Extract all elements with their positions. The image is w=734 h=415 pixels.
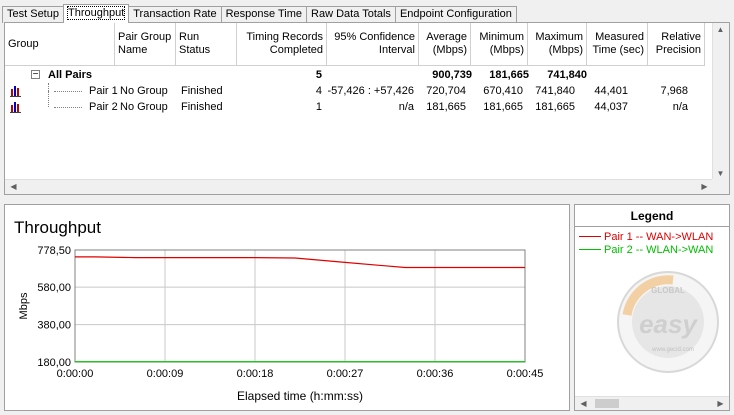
- pair-relative-precision: 7,968: [660, 85, 688, 97]
- table-row-all-pairs[interactable]: − All Pairs 5 900,739 181,665 741,840: [5, 67, 713, 83]
- pair-chart-icon: [10, 85, 22, 102]
- pair-group: No Group: [120, 101, 168, 113]
- legend-item-pair-1[interactable]: Pair 1 -- WAN->WLAN: [579, 230, 713, 243]
- tab-throughput[interactable]: Throughput: [62, 4, 130, 23]
- scroll-right-icon[interactable]: ▶: [701, 182, 708, 191]
- legend-label: Pair 2 -- WLAN->WAN: [604, 243, 714, 256]
- scroll-left-icon[interactable]: ◀: [580, 399, 587, 408]
- scroll-down-icon[interactable]: ▼: [716, 169, 725, 178]
- all-pairs-minimum: 181,665: [489, 69, 529, 81]
- table-vertical-scrollbar[interactable]: ▲ ▼: [712, 23, 729, 180]
- scrollbar-corner: [712, 179, 729, 194]
- pair-status: Finished: [181, 85, 223, 97]
- watermark-text-bottom: www.gecid.com: [651, 347, 694, 353]
- throughput-chart-panel: Throughput 778,50 580,00 380,00 180,00 0:00:0…: [4, 204, 570, 411]
- legend-item-pair-2[interactable]: Pair 2 -- WLAN->WAN: [579, 243, 713, 256]
- y-tick-label: 380,00: [37, 320, 71, 332]
- pair-timing-records: 1: [315, 101, 322, 113]
- legend-swatch: [579, 236, 601, 237]
- pair-confidence: -57,426 : +57,426: [327, 85, 414, 97]
- table-row[interactable]: Pair 2 No Group Finished 1 n/a 181,665 1…: [5, 91, 713, 118]
- scroll-left-icon[interactable]: ◀: [10, 182, 17, 191]
- tree-line: [54, 91, 82, 92]
- pair-average: 181,665: [426, 101, 466, 113]
- x-axis-label: Elapsed time (h:mm:ss): [237, 389, 363, 403]
- all-pairs-maximum: 741,840: [547, 69, 587, 81]
- pair-timing-records: 4: [315, 85, 322, 97]
- results-table: Group Pair Group Name Run Status Timing R…: [4, 22, 730, 195]
- pair-measured-time: 44,037: [594, 101, 628, 113]
- col-header-run-status[interactable]: Run Status: [176, 23, 237, 66]
- all-pairs-timing-records: 5: [315, 69, 322, 81]
- legend-label: Pair 1 -- WAN->WLAN: [604, 230, 714, 243]
- col-header-measured-time[interactable]: Measured Time (sec): [587, 23, 648, 66]
- pair-maximum: 741,840: [535, 85, 575, 97]
- tab-transaction-rate[interactable]: Transaction Rate: [128, 6, 222, 23]
- legend-horizontal-scrollbar[interactable]: ◀ ▶: [575, 396, 729, 410]
- y-tick-label: 580,00: [37, 282, 71, 294]
- y-axis-label: Mbps: [18, 292, 30, 319]
- scroll-up-icon[interactable]: ▲: [716, 25, 725, 34]
- pair-maximum: 181,665: [535, 101, 575, 113]
- pair-measured-time: 44,401: [594, 85, 628, 97]
- tree-line: [54, 107, 82, 108]
- throughput-chart: Throughput778,50580,00380,00180,000:00:0…: [14, 218, 544, 403]
- tab-raw-data-totals[interactable]: Raw Data Totals: [306, 6, 396, 23]
- watermark-text-top: GLOBAL: [651, 286, 685, 295]
- tree-line: [48, 91, 49, 107]
- pair-confidence: n/a: [398, 101, 414, 113]
- col-header-maximum[interactable]: Maximum (Mbps): [528, 23, 587, 66]
- pair-name: Pair 2: [89, 101, 118, 113]
- col-header-minimum[interactable]: Minimum (Mbps): [471, 23, 528, 66]
- pane-splitter[interactable]: [0, 195, 734, 204]
- gecid-watermark-logo: GLOBAL easy www.gecid.com: [617, 271, 719, 373]
- legend-panel: Legend Pair 1 -- WAN->WLAN Pair 2 -- WLA…: [574, 204, 730, 411]
- pair-minimum: 670,410: [483, 85, 523, 97]
- tab-bar: Test Setup Throughput Transaction Rate R…: [2, 4, 517, 23]
- table-header: Group Pair Group Name Run Status Timing R…: [5, 23, 713, 66]
- collapse-toggle[interactable]: −: [31, 69, 40, 80]
- x-tick-label: 0:00:27: [327, 368, 364, 380]
- chart-title: Throughput: [14, 218, 101, 237]
- pair-status: Finished: [181, 101, 223, 113]
- legend-divider: [575, 226, 729, 227]
- col-header-average[interactable]: Average (Mbps): [419, 23, 471, 66]
- x-tick-label: 0:00:18: [237, 368, 274, 380]
- plot-area: [74, 249, 526, 363]
- watermark-text-mid: easy: [639, 309, 698, 339]
- col-header-relative-precision[interactable]: Relative Precision: [648, 23, 705, 66]
- x-tick-label: 0:00:36: [417, 368, 454, 380]
- col-header-pair-group-name[interactable]: Pair Group Name: [115, 23, 176, 66]
- table-row[interactable]: Pair 1 No Group Finished 4 -57,426 : +57…: [5, 83, 713, 99]
- pair-minimum: 181,665: [483, 101, 523, 113]
- y-tick-label: 180,00: [37, 357, 71, 369]
- tab-response-time[interactable]: Response Time: [220, 6, 308, 23]
- y-tick-label: 778,50: [37, 245, 71, 257]
- x-tick-label: 0:00:00: [57, 368, 94, 380]
- pair-name: Pair 1: [89, 85, 118, 97]
- legend-swatch: [579, 249, 601, 250]
- col-header-group[interactable]: Group: [5, 23, 115, 66]
- table-horizontal-scrollbar[interactable]: ◀ ▶: [5, 179, 713, 194]
- tab-test-setup[interactable]: Test Setup: [2, 6, 64, 23]
- scroll-right-icon[interactable]: ▶: [717, 399, 724, 408]
- col-header-timing-records[interactable]: Timing Records Completed: [237, 23, 327, 66]
- all-pairs-label: All Pairs: [48, 69, 93, 81]
- pair-chart-icon: [10, 101, 22, 118]
- x-tick-label: 0:00:45: [507, 368, 544, 380]
- legend-title: Legend: [630, 209, 674, 223]
- tree-line: [48, 83, 49, 91]
- pair-average: 720,704: [426, 85, 466, 97]
- col-header-confidence[interactable]: 95% Confidence Interval: [327, 23, 419, 66]
- x-tick-label: 0:00:09: [147, 368, 184, 380]
- series-line: [75, 256, 525, 269]
- all-pairs-average: 900,739: [432, 69, 472, 81]
- tab-endpoint-configuration[interactable]: Endpoint Configuration: [394, 6, 517, 23]
- pair-group: No Group: [120, 85, 168, 97]
- pair-relative-precision: n/a: [672, 101, 688, 113]
- scroll-thumb[interactable]: [595, 399, 619, 408]
